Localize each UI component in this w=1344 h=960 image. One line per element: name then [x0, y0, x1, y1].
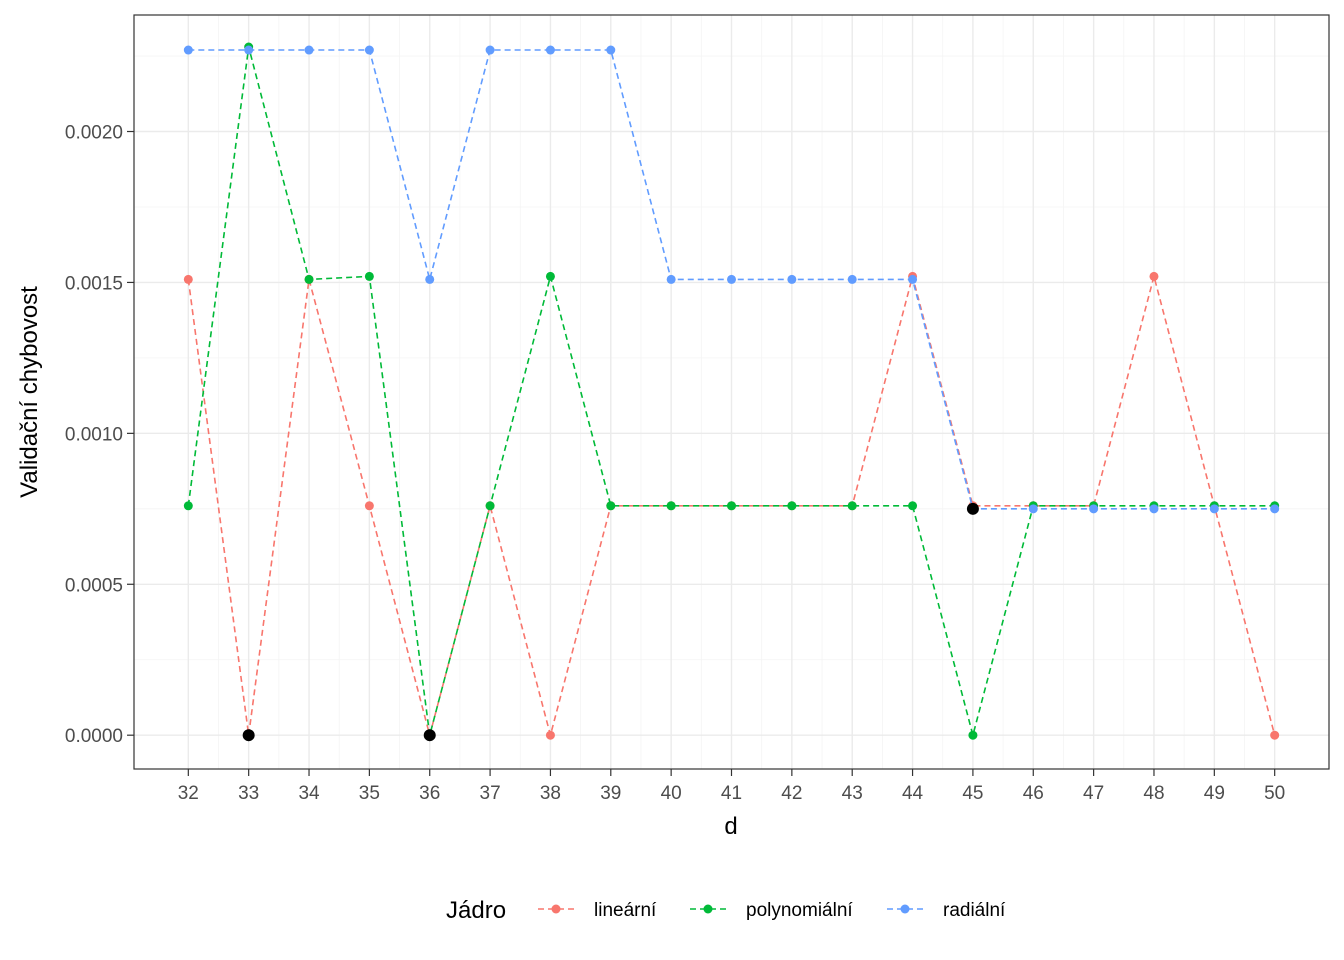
x-tick-label: 34 — [298, 783, 320, 804]
data-point — [1270, 504, 1280, 514]
data-point — [787, 501, 797, 511]
x-tick-label: 42 — [781, 783, 802, 804]
y-tick-label: 0.0005 — [65, 575, 123, 596]
x-tick-label: 43 — [842, 783, 863, 804]
data-point — [183, 501, 193, 511]
data-point — [364, 45, 374, 55]
data-point — [545, 730, 555, 740]
data-point — [727, 501, 736, 511]
data-point — [908, 501, 918, 511]
data-point — [304, 274, 314, 284]
data-point — [1149, 271, 1159, 281]
data-point — [1209, 504, 1219, 514]
data-point — [908, 274, 918, 284]
data-point — [606, 501, 616, 511]
data-point — [425, 274, 435, 284]
data-point — [545, 45, 555, 55]
data-point — [364, 271, 374, 281]
x-tick-label: 47 — [1083, 783, 1104, 804]
data-point — [304, 45, 314, 55]
y-tick-label: 0.0000 — [65, 726, 123, 747]
legend: Jádro lineární polynomiální radiální — [446, 897, 1006, 924]
x-axis: 32 33 34 35 36 37 38 39 40 41 42 43 44 45 46 47 48 49 50 — [178, 769, 1285, 804]
data-point — [847, 501, 857, 511]
data-point — [183, 45, 193, 55]
x-tick-label: 41 — [721, 783, 742, 804]
y-tick-label: 0.0010 — [65, 424, 123, 445]
x-tick-label: 37 — [480, 783, 501, 804]
data-point — [847, 274, 857, 284]
data-point — [183, 274, 193, 284]
y-axis-title: Validační chybovost — [16, 286, 43, 498]
data-point — [666, 501, 676, 511]
legend-key-point — [703, 904, 713, 914]
x-tick-label: 36 — [419, 783, 440, 804]
data-point — [364, 501, 374, 511]
x-tick-label: 33 — [238, 783, 259, 804]
data-point — [485, 45, 495, 55]
legend-key-point — [900, 904, 910, 914]
highlighted-point — [423, 729, 436, 742]
data-point — [485, 501, 495, 511]
x-tick-label: 49 — [1204, 783, 1225, 804]
x-tick-label: 46 — [1023, 783, 1044, 804]
x-tick-label: 50 — [1264, 783, 1285, 804]
data-point — [1028, 504, 1038, 514]
data-point — [1089, 504, 1099, 514]
y-axis: 0.0000 0.0005 0.0010 0.0015 0.0020 — [65, 123, 134, 747]
highlighted-point — [242, 729, 255, 742]
data-point — [666, 274, 676, 284]
data-point — [787, 274, 797, 284]
x-tick-label: 35 — [359, 783, 380, 804]
data-point — [1149, 504, 1159, 514]
data-point — [244, 45, 254, 55]
data-point — [968, 730, 978, 740]
legend-label: polynomiální — [746, 900, 853, 921]
x-tick-label: 44 — [902, 783, 924, 804]
x-tick-label: 38 — [540, 783, 561, 804]
x-axis-title: d — [724, 813, 737, 840]
legend-title: Jádro — [446, 897, 506, 924]
x-tick-label: 45 — [962, 783, 983, 804]
grid-major — [134, 15, 1329, 769]
data-point — [545, 271, 555, 281]
data-point — [1270, 730, 1280, 740]
x-tick-label: 40 — [661, 783, 682, 804]
highlighted-point — [966, 502, 979, 515]
data-point — [606, 45, 616, 55]
legend-label: radiální — [943, 900, 1006, 921]
y-tick-label: 0.0015 — [65, 273, 123, 294]
highlight-layer — [242, 502, 979, 742]
x-tick-label: 32 — [178, 783, 199, 804]
x-tick-label: 39 — [600, 783, 621, 804]
y-tick-label: 0.0020 — [65, 123, 123, 144]
data-point — [727, 274, 736, 284]
x-tick-label: 48 — [1143, 783, 1164, 804]
legend-key-point — [551, 904, 561, 914]
legend-label: lineární — [594, 900, 657, 921]
